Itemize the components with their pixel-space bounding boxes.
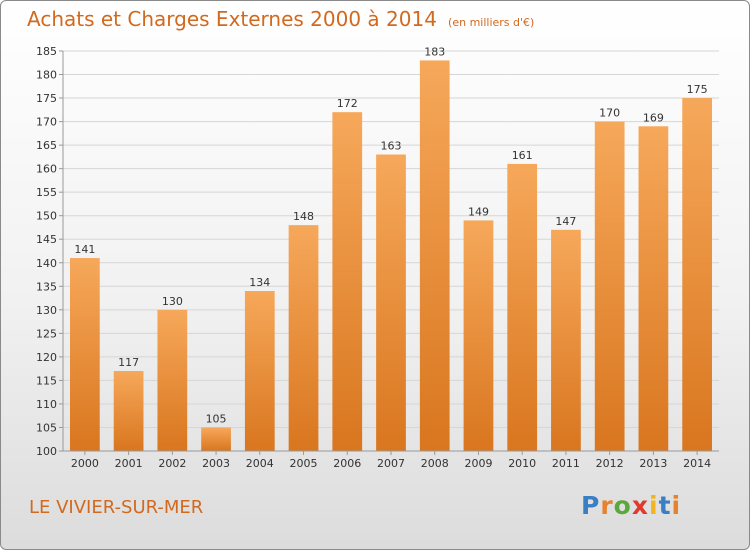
logo-letter: o bbox=[613, 491, 632, 520]
bar-2010 bbox=[507, 163, 538, 452]
logo-letter: r bbox=[600, 491, 614, 520]
axes: 100 105 110 115 120 125 130 135 140 145 150 155 160 1… bbox=[36, 45, 719, 470]
data-label-2013: 169 bbox=[643, 111, 664, 124]
x-tick-label-2010: 2010 bbox=[508, 457, 536, 470]
bar-2012 bbox=[594, 121, 625, 452]
x-tick-label-2012: 2012 bbox=[596, 457, 624, 470]
data-label-2003: 105 bbox=[206, 412, 227, 425]
y-tick-label: 125 bbox=[36, 327, 57, 340]
y-tick-label: 170 bbox=[36, 116, 57, 129]
bar-2014 bbox=[682, 98, 713, 451]
data-label-2010: 161 bbox=[512, 149, 533, 162]
x-tick-label-2000: 2000 bbox=[71, 457, 99, 470]
y-tick-label: 185 bbox=[36, 45, 57, 58]
data-label-2007: 163 bbox=[381, 140, 402, 153]
bar-2005 bbox=[288, 225, 319, 451]
data-label-2006: 172 bbox=[337, 97, 358, 110]
data-label-2002: 130 bbox=[162, 295, 183, 308]
bar-2013 bbox=[638, 126, 669, 451]
x-tick-label-2005: 2005 bbox=[290, 457, 318, 470]
bar-2001 bbox=[113, 371, 144, 451]
y-tick-label: 165 bbox=[36, 139, 57, 152]
data-label-2009: 149 bbox=[468, 205, 489, 218]
x-tick-label-2001: 2001 bbox=[115, 457, 143, 470]
y-tick-label: 130 bbox=[36, 304, 57, 317]
data-label-2000: 141 bbox=[74, 243, 95, 256]
logo-letter: x bbox=[631, 491, 649, 520]
y-tick-label: 115 bbox=[36, 374, 57, 387]
data-label-2005: 148 bbox=[293, 210, 314, 223]
y-tick-label: 145 bbox=[36, 233, 57, 246]
x-tick-label-2003: 2003 bbox=[202, 457, 230, 470]
y-tick-label: 135 bbox=[36, 280, 57, 293]
x-tick-label-2004: 2004 bbox=[246, 457, 274, 470]
y-tick-label: 155 bbox=[36, 186, 57, 199]
x-tick-label-2013: 2013 bbox=[639, 457, 667, 470]
logo-letter: P bbox=[581, 491, 601, 520]
data-label-2008: 183 bbox=[424, 45, 445, 58]
y-tick-label: 110 bbox=[36, 398, 57, 411]
bar-2002 bbox=[157, 309, 188, 451]
x-tick-label-2006: 2006 bbox=[333, 457, 361, 470]
chart-title: Achats et Charges Externes 2000 à 2014 bbox=[27, 7, 437, 31]
title-row: Achats et Charges Externes 2000 à 2014 (… bbox=[27, 7, 534, 31]
bar-2000 bbox=[69, 258, 100, 451]
data-label-2014: 175 bbox=[687, 83, 708, 96]
y-tick-label: 175 bbox=[36, 92, 57, 105]
x-tick-label-2007: 2007 bbox=[377, 457, 405, 470]
data-label-2001: 117 bbox=[118, 356, 139, 369]
x-tick-label-2011: 2011 bbox=[552, 457, 580, 470]
y-tick-label: 150 bbox=[36, 210, 57, 223]
data-label-2004: 134 bbox=[249, 276, 270, 289]
bar-2004 bbox=[244, 291, 275, 451]
bars: 141 117 130 105 134 148 172 163 183 149 161 147 170 1… bbox=[69, 45, 713, 452]
bar-2008 bbox=[419, 60, 450, 451]
data-label-2012: 170 bbox=[599, 107, 620, 120]
logo-letter: i bbox=[649, 491, 659, 520]
chart-unit: (en milliers d'€) bbox=[448, 16, 535, 29]
proxiti-logo: Proxiti bbox=[581, 491, 681, 520]
bar-2006 bbox=[332, 112, 363, 452]
location-name: LE VIVIER-SUR-MER bbox=[29, 497, 204, 518]
bar-2003 bbox=[201, 427, 231, 451]
logo-letter: t bbox=[658, 491, 672, 520]
x-tick-label-2002: 2002 bbox=[158, 457, 186, 470]
bar-2011 bbox=[551, 229, 581, 451]
y-tick-label: 100 bbox=[36, 445, 57, 458]
y-tick-label: 120 bbox=[36, 351, 57, 364]
y-tick-label: 160 bbox=[36, 163, 57, 176]
logo-letter: i bbox=[671, 491, 682, 520]
data-label-2011: 147 bbox=[555, 215, 576, 228]
x-tick-label-2014: 2014 bbox=[683, 457, 711, 470]
y-tick-label: 105 bbox=[36, 421, 57, 434]
x-tick-label-2009: 2009 bbox=[464, 457, 492, 470]
x-tick-label-2008: 2008 bbox=[421, 457, 449, 470]
y-tick-label: 180 bbox=[36, 69, 57, 82]
bar-2007 bbox=[376, 154, 406, 451]
bar-2009 bbox=[463, 220, 494, 451]
y-tick-label: 140 bbox=[36, 257, 57, 270]
